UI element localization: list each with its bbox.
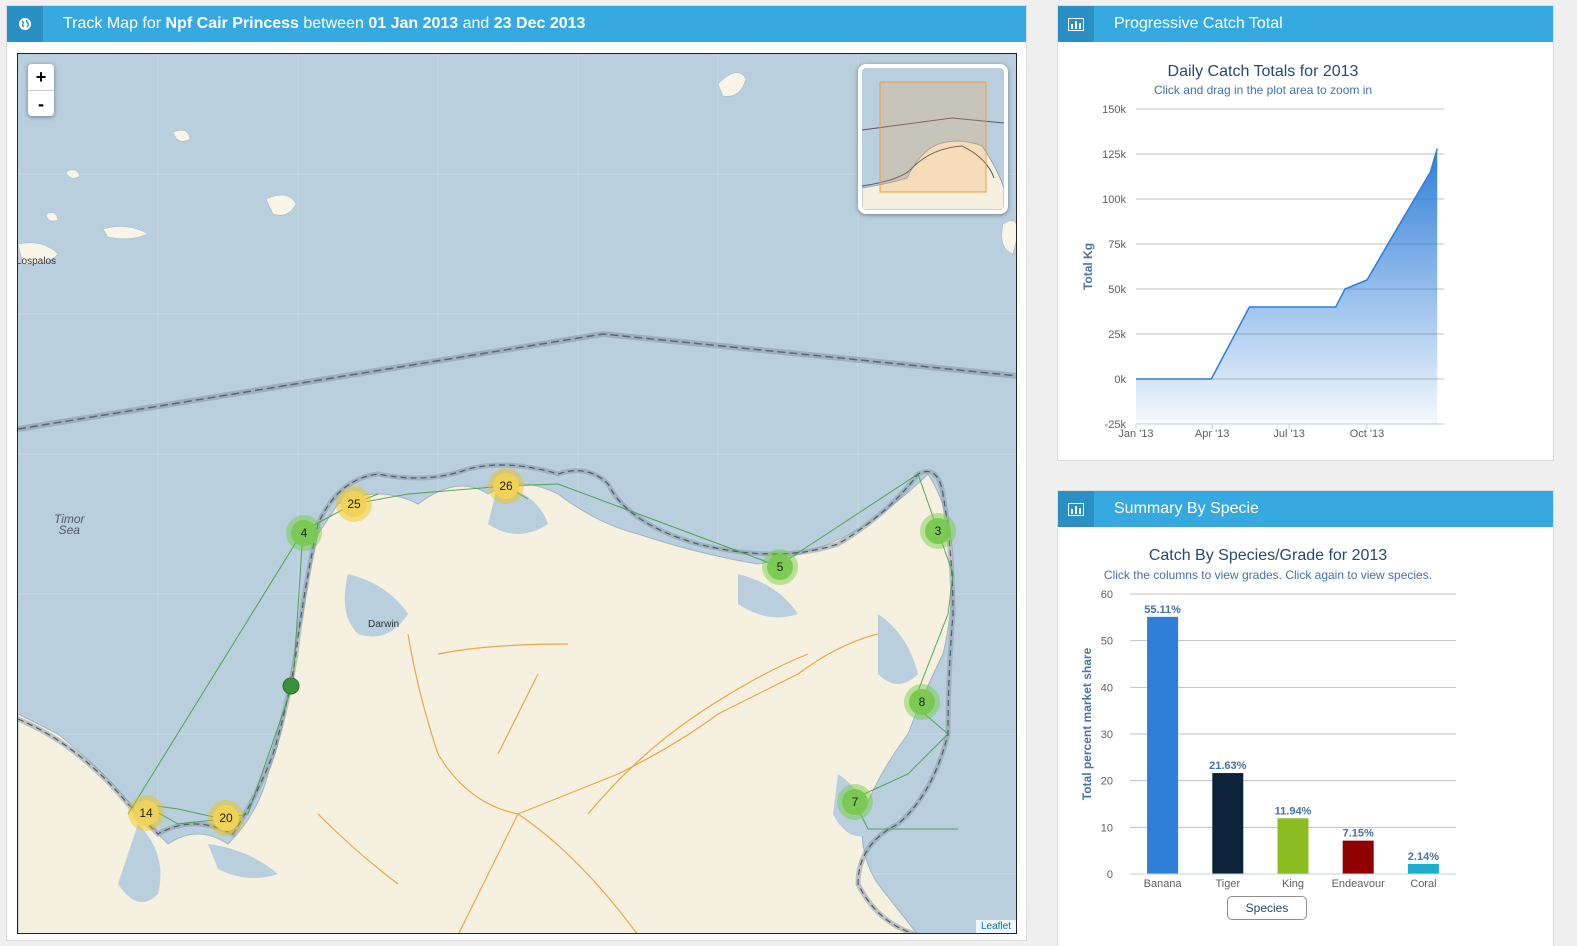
- series-area: [1136, 148, 1438, 424]
- cluster-count: 3: [925, 518, 951, 544]
- cluster-marker[interactable]: 25: [336, 486, 372, 522]
- title-prefix: Track Map for: [63, 15, 166, 32]
- minimap[interactable]: [858, 64, 1008, 214]
- y-tick-label: 50: [1101, 636, 1113, 648]
- sea-label-line2: Sea: [58, 523, 80, 537]
- sea-label: Timor Sea: [54, 512, 85, 537]
- bar-data-label: 11.94%: [1275, 805, 1312, 817]
- place-label-darwin: Darwin: [368, 619, 400, 630]
- y-tick-label: 150k: [1102, 104, 1126, 116]
- y-tick-label: 60: [1101, 589, 1113, 601]
- y-tick-label: -25k: [1105, 419, 1127, 431]
- track-map[interactable]: + - Lospalos Darwin Timor Sea 25 26 4 5 …: [17, 53, 1017, 934]
- y-tick-label: 25k: [1108, 329, 1126, 341]
- title-and: and: [458, 15, 494, 32]
- date-from: 01 Jan 2013: [368, 15, 459, 32]
- x-tick-label: Apr '13: [1195, 428, 1230, 440]
- bar-tiger: [1212, 773, 1244, 874]
- series-line: [1136, 148, 1438, 380]
- y-tick-label: 75k: [1108, 239, 1126, 251]
- sea-label-line1: Timor: [54, 512, 85, 526]
- date-to: 23 Dec 2013: [493, 15, 586, 32]
- y-axis-label: Total percent market share: [1080, 647, 1094, 800]
- cluster-marker[interactable]: 4: [286, 515, 322, 551]
- vessel-name: Npf Cair Princess: [165, 15, 299, 32]
- x-tick-label: Endeavour: [1332, 878, 1386, 890]
- y-tick-label: 10: [1101, 822, 1113, 834]
- species-bar-chart[interactable]: 60 50 40 30 20 10 0 55.11% Banana 21.63% Tiger 11.9…: [1058, 491, 1555, 891]
- x-tick-label: Oct '13: [1350, 428, 1385, 440]
- cluster-count: 4: [291, 520, 317, 546]
- y-tick-label: 0k: [1114, 374, 1126, 386]
- x-tick-label: King: [1282, 878, 1304, 890]
- x-tick-label: Jul '13: [1273, 428, 1304, 440]
- cluster-marker[interactable]: 3: [920, 513, 956, 549]
- catch-chart-title: Daily Catch Totals for 2013: [1167, 63, 1359, 80]
- bar-data-label: 7.15%: [1343, 828, 1374, 840]
- x-tick-label: Coral: [1410, 878, 1436, 890]
- zoom-in-button[interactable]: +: [35, 67, 47, 87]
- species-summary-header: Summary By Specie: [1058, 491, 1553, 527]
- track-map-panel: Track Map for Npf Cair Princess between …: [6, 5, 1027, 941]
- bar-coral: [1407, 864, 1439, 874]
- globe-icon: [7, 6, 43, 42]
- leaflet-attribution-link[interactable]: Leaflet: [975, 920, 1016, 933]
- cluster-count: 8: [909, 689, 935, 715]
- progressive-catch-title: Progressive Catch Total: [1114, 15, 1283, 32]
- bar-data-label: 21.63%: [1209, 760, 1247, 772]
- y-tick-label: 100k: [1102, 194, 1126, 206]
- x-tick-label: Jan '13: [1118, 428, 1153, 440]
- bar-data-label: 2.14%: [1408, 851, 1439, 863]
- cluster-marker[interactable]: 20: [208, 800, 244, 836]
- progressive-catch-header: Progressive Catch Total: [1058, 6, 1553, 42]
- cluster-count: 20: [213, 805, 239, 831]
- zoom-out-button[interactable]: -: [28, 90, 54, 116]
- y-tick-label: 30: [1101, 729, 1113, 741]
- species-chart-subtitle: Click the columns to view grades. Click …: [1103, 568, 1433, 582]
- x-tick-label: Tiger: [1215, 878, 1240, 890]
- cluster-marker[interactable]: 8: [904, 684, 940, 720]
- cluster-count: 26: [493, 473, 519, 499]
- y-axis-label: Total Kg: [1081, 243, 1095, 290]
- species-summary-panel: Summary By Specie Catch By Species/Grade…: [1057, 490, 1554, 946]
- progressive-catch-panel: Progressive Catch Total Daily Catch Tota…: [1057, 5, 1554, 461]
- place-label-lospalos: Lospalos: [17, 256, 57, 267]
- cluster-marker[interactable]: 5: [762, 549, 798, 585]
- bar-endeavour: [1342, 840, 1374, 874]
- map-tiles: [18, 54, 1016, 933]
- track-map-header: Track Map for Npf Cair Princess between …: [7, 6, 1026, 42]
- bar-data-label: 55.11%: [1144, 604, 1181, 616]
- legend-species-button[interactable]: Species: [1227, 896, 1307, 920]
- y-tick-label: 125k: [1102, 149, 1126, 161]
- cluster-marker[interactable]: 7: [837, 784, 873, 820]
- y-tick-label: 40: [1101, 682, 1113, 694]
- catch-chart-subtitle: Click and drag in the plot area to zoom …: [1153, 83, 1373, 97]
- bar-banana: [1147, 616, 1179, 874]
- cluster-count: 14: [133, 800, 159, 826]
- minimap-tiles: [862, 81, 1004, 210]
- track-map-title: Track Map for Npf Cair Princess between …: [43, 15, 585, 33]
- y-tick-label: 20: [1101, 776, 1113, 788]
- title-between: between: [298, 15, 369, 32]
- bar-chart-icon: [1058, 491, 1094, 527]
- bar-chart-icon: [1058, 6, 1094, 42]
- cluster-count: 7: [842, 789, 868, 815]
- zoom-control: + -: [28, 64, 54, 116]
- cluster-marker[interactable]: 14: [128, 795, 164, 831]
- species-chart-title: Catch By Species/Grade for 2013: [1148, 547, 1388, 564]
- x-tick-label: Banana: [1144, 878, 1183, 890]
- y-tick-label: 0: [1107, 869, 1113, 881]
- species-summary-title: Summary By Specie: [1114, 500, 1259, 517]
- cluster-marker[interactable]: 26: [488, 468, 524, 504]
- cluster-count: 5: [767, 554, 793, 580]
- cluster-count: 25: [341, 491, 367, 517]
- y-tick-label: 50k: [1108, 284, 1126, 296]
- bar-king: [1277, 818, 1309, 874]
